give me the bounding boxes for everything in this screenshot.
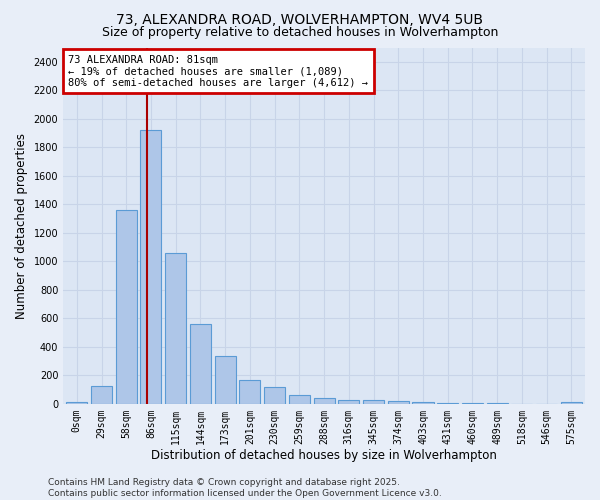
Bar [338,400,359,404]
Bar [412,402,434,404]
Bar [91,386,112,404]
Text: Contains HM Land Registry data © Crown copyright and database right 2025.
Contai: Contains HM Land Registry data © Crown c… [48,478,442,498]
Bar [239,380,260,404]
Bar [264,388,285,404]
Bar [165,252,186,404]
Bar [388,401,409,404]
Bar [314,398,335,404]
Text: 73, ALEXANDRA ROAD, WOLVERHAMPTON, WV4 5UB: 73, ALEXANDRA ROAD, WOLVERHAMPTON, WV4 5… [116,12,484,26]
Bar [462,403,483,404]
Bar [215,356,236,404]
Bar [363,400,384,404]
Bar [437,402,458,404]
Bar [140,130,161,404]
Text: Size of property relative to detached houses in Wolverhampton: Size of property relative to detached ho… [102,26,498,39]
Text: 73 ALEXANDRA ROAD: 81sqm
← 19% of detached houses are smaller (1,089)
80% of sem: 73 ALEXANDRA ROAD: 81sqm ← 19% of detach… [68,54,368,88]
X-axis label: Distribution of detached houses by size in Wolverhampton: Distribution of detached houses by size … [151,450,497,462]
Bar [289,395,310,404]
Y-axis label: Number of detached properties: Number of detached properties [15,132,28,318]
Bar [190,324,211,404]
Bar [561,402,582,404]
Bar [66,402,87,404]
Bar [116,210,137,404]
